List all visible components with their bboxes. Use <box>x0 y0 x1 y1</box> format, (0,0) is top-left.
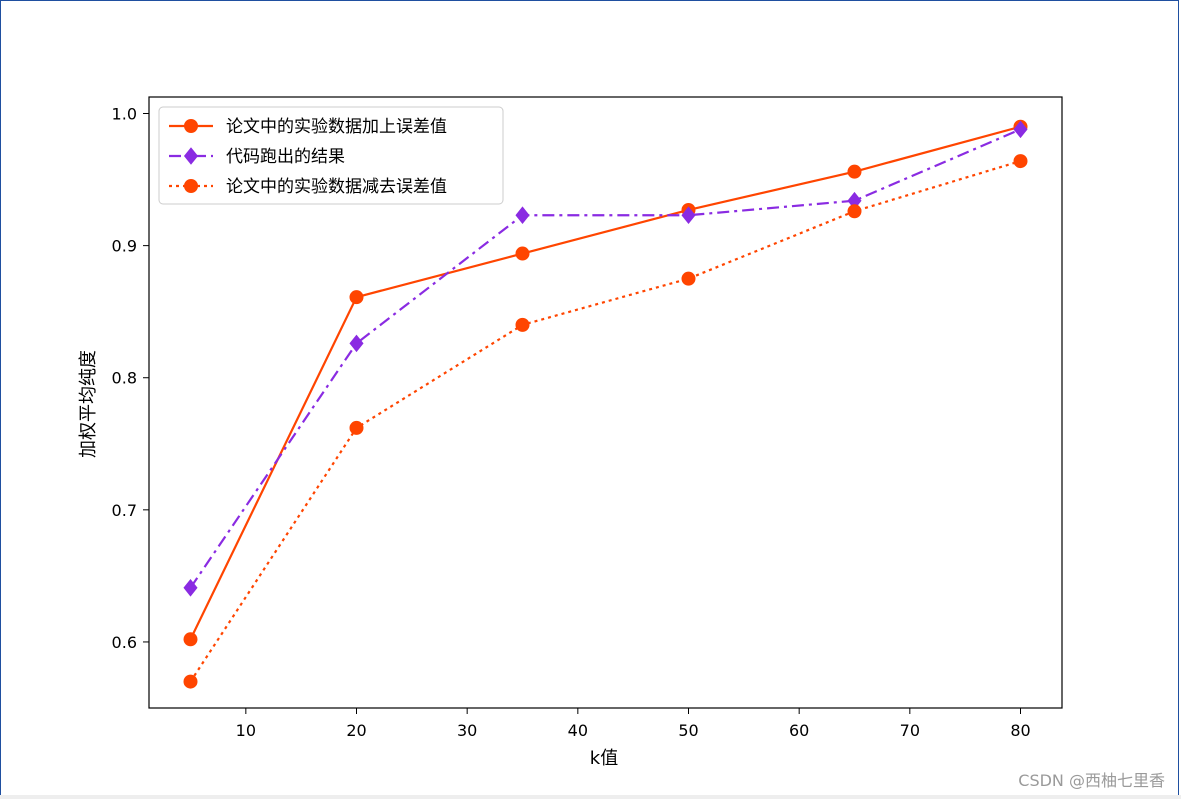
data-point <box>183 578 198 597</box>
x-tick-label: 50 <box>678 721 698 740</box>
series-line <box>189 160 1021 683</box>
data-point <box>681 271 696 286</box>
legend-item: 代码跑出的结果 <box>169 147 345 167</box>
x-axis-label: k值 <box>590 748 618 769</box>
series-2 <box>183 120 1028 597</box>
data-point <box>681 206 696 225</box>
x-tick-label: 20 <box>346 721 366 740</box>
data-point <box>1013 120 1028 139</box>
y-tick-label: 1.0 <box>112 105 137 124</box>
legend-item: 论文中的实验数据减去误差值 <box>169 177 447 197</box>
series-1 <box>183 119 1028 647</box>
legend-marker <box>184 179 198 193</box>
series-line <box>189 125 1021 640</box>
x-tick-label: 80 <box>1010 721 1030 740</box>
y-tick-label: 0.9 <box>112 237 137 256</box>
data-point <box>847 164 862 179</box>
y-tick-label: 0.6 <box>112 633 137 652</box>
x-tick-label: 60 <box>789 721 809 740</box>
data-point <box>515 317 530 332</box>
axes-layer: 10 20 30 40 50 60 70 80 0.6 0.7 0.8 0.9 1.0 <box>112 96 1063 740</box>
data-point <box>515 206 530 225</box>
y-tick-label: 0.8 <box>112 369 137 388</box>
watermark-text: CSDN @西柚七里香 <box>1018 771 1165 790</box>
series-line <box>189 128 1021 589</box>
series-3 <box>183 154 1028 689</box>
y-tick-label: 0.7 <box>112 501 137 520</box>
x-tick-label: 40 <box>568 721 588 740</box>
data-point <box>515 246 530 261</box>
series-layer <box>183 119 1028 689</box>
legend-label: 代码跑出的结果 <box>226 147 345 167</box>
y-axis-label: 加权平均纯度 <box>78 350 99 458</box>
plot-frame <box>148 96 1063 709</box>
x-tick-label: 30 <box>457 721 477 740</box>
data-point <box>1013 154 1028 169</box>
legend-label: 论文中的实验数据减去误差值 <box>226 177 447 197</box>
legend-marker <box>184 119 198 133</box>
legend-label: 论文中的实验数据加上误差值 <box>226 117 447 137</box>
data-point <box>349 334 364 353</box>
x-tick-label: 10 <box>236 721 256 740</box>
legend-box <box>158 106 504 205</box>
data-point <box>847 204 862 219</box>
x-tick-label: 70 <box>900 721 920 740</box>
data-point <box>349 290 364 305</box>
data-point <box>183 674 198 689</box>
bottom-strip <box>0 795 1181 799</box>
data-point <box>183 632 198 647</box>
legend-item: 论文中的实验数据加上误差值 <box>169 117 447 137</box>
data-point <box>349 420 364 435</box>
legend-marker <box>183 147 199 165</box>
